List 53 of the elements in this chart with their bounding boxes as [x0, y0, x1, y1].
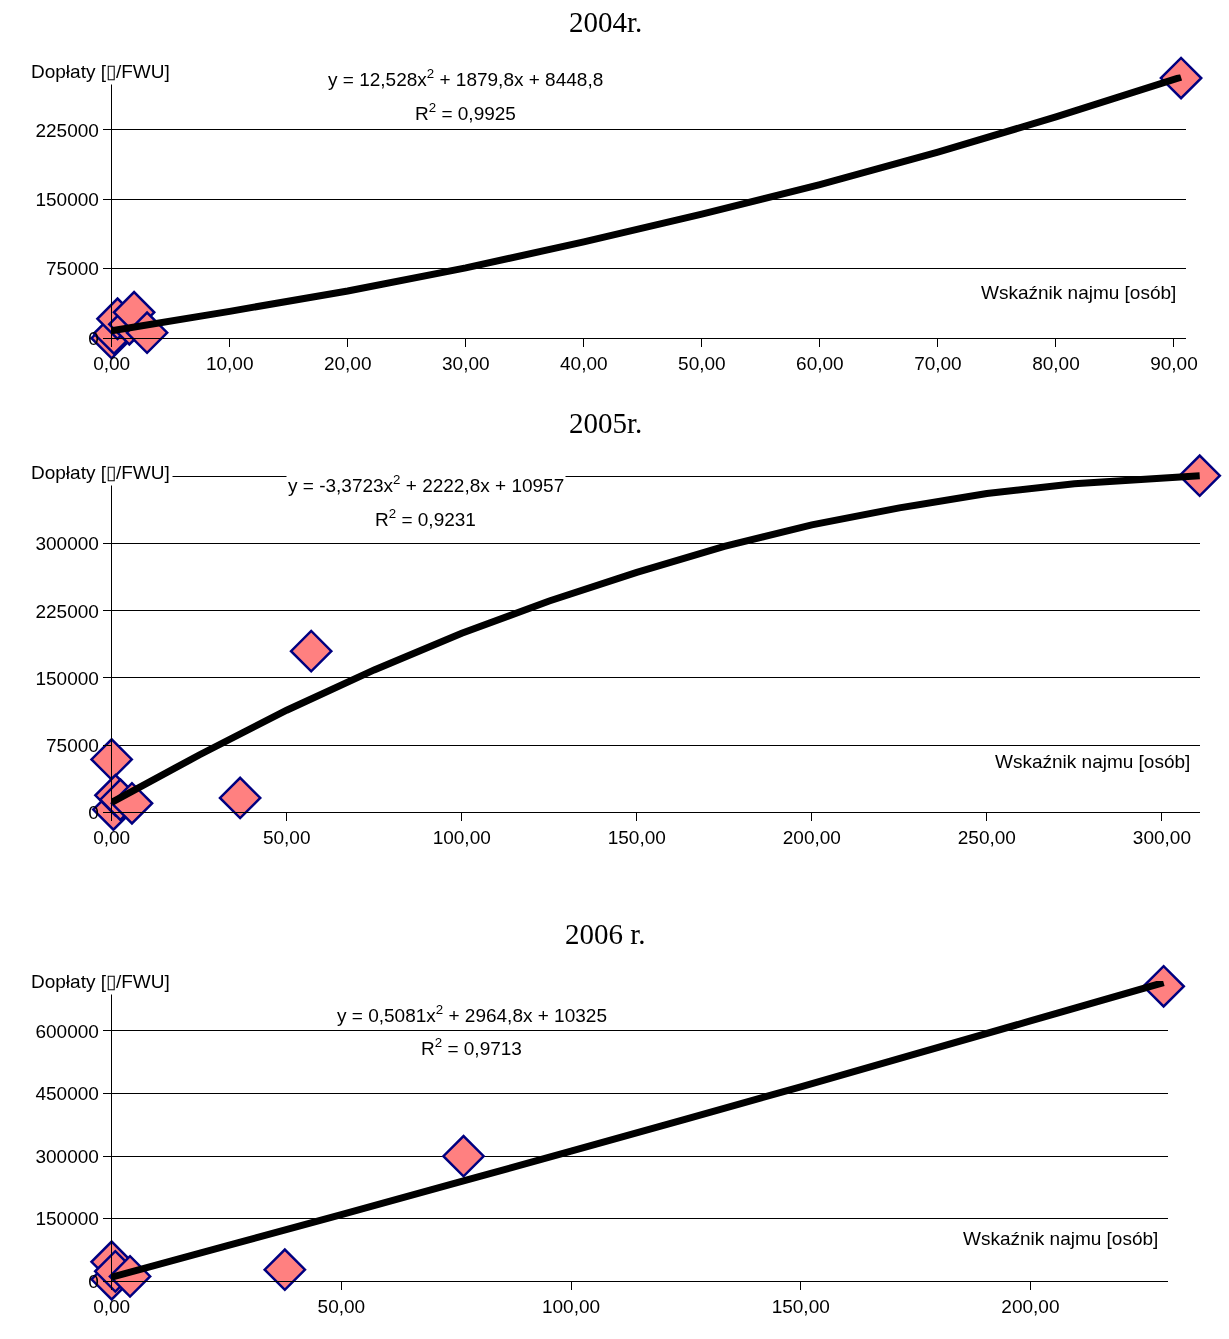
chart-title: 2005r.	[569, 407, 643, 439]
point	[263, 1248, 307, 1292]
x-tick-label: 40,00	[560, 353, 608, 374]
y-tick-label: 150000	[35, 667, 99, 689]
x-tick-label: 30,00	[441, 353, 490, 374]
annotation: R$^{2}$ = 0,9713	[421, 1035, 522, 1059]
annotation: y = -3,3723x$^{2}$ + 2222,8x + 10957	[288, 472, 565, 496]
annotation: R$^{2}$ = 0,9231	[375, 506, 476, 530]
x-tick-label: 50,00	[317, 1296, 366, 1318]
y-tick-label: 150000	[35, 188, 99, 210]
y-tick-label: 600000	[35, 1020, 99, 1042]
x-axis-title: Wskaźnik najmu [osób]	[981, 282, 1177, 303]
point	[289, 629, 333, 673]
annotation: R$^{2}$ = 0,9925	[415, 100, 516, 124]
x-tick-label: 100,00	[432, 827, 491, 849]
chart-title: 2006 r.	[565, 918, 646, 950]
y-tick-label: 225000	[35, 119, 99, 141]
x-tick-label: 0,00	[93, 1296, 131, 1318]
y-axis-title: Dopłaty [▯/FWU]	[31, 971, 170, 992]
x-tick-label: 100,00	[541, 1296, 601, 1318]
x-tick-label: 0,00	[93, 353, 131, 374]
y-tick-label: 0	[88, 327, 99, 349]
y-tick-label: 300000	[35, 1145, 99, 1167]
y-tick-label: 150000	[35, 1208, 99, 1230]
y-tick-label: 225000	[35, 600, 99, 622]
x-tick-label: 150,00	[607, 827, 666, 849]
annotation: y = 12,528x$^{2}$ + 1879,8x + 8448,8	[328, 66, 604, 90]
x-tick-label: 60,00	[796, 353, 844, 374]
x-tick-label: 150,00	[771, 1296, 830, 1318]
x-tick-label: 70,00	[914, 353, 962, 374]
x-tick-label: 90,00	[1150, 353, 1198, 374]
x-tick-label: 300,00	[1132, 827, 1191, 849]
x-tick-label: 20,00	[323, 353, 372, 374]
annotation: y = 0,5081x$^{2}$ + 2964,8x + 10325	[337, 1002, 607, 1026]
x-tick-label: 200,00	[1001, 1296, 1060, 1318]
x-tick-label: 250,00	[957, 827, 1016, 849]
x-tick-label: 50,00	[262, 827, 311, 849]
x-tick-label: 80,00	[1032, 353, 1080, 374]
x-tick-label: 50,00	[678, 353, 726, 374]
y-tick-label: 75000	[46, 258, 99, 280]
y-tick-label: 450000	[35, 1083, 99, 1105]
y-tick-label: 300000	[35, 533, 99, 555]
y-tick-label: 75000	[46, 734, 99, 756]
chart-title: 2004r.	[569, 6, 643, 38]
x-axis-title: Wskaźnik najmu [osób]	[995, 751, 1191, 772]
point	[442, 1134, 485, 1178]
x-axis-title: Wskaźnik najmu [osób]	[963, 1228, 1159, 1249]
point	[218, 776, 262, 820]
x-tick-label: 10,00	[205, 353, 254, 374]
x-tick-label: 0,00	[93, 827, 131, 849]
y-axis-title: Dopłaty [▯/FWU]	[31, 61, 170, 82]
x-tick-label: 200,00	[782, 827, 841, 849]
y-axis-title: Dopłaty [▯/FWU]	[31, 462, 170, 483]
